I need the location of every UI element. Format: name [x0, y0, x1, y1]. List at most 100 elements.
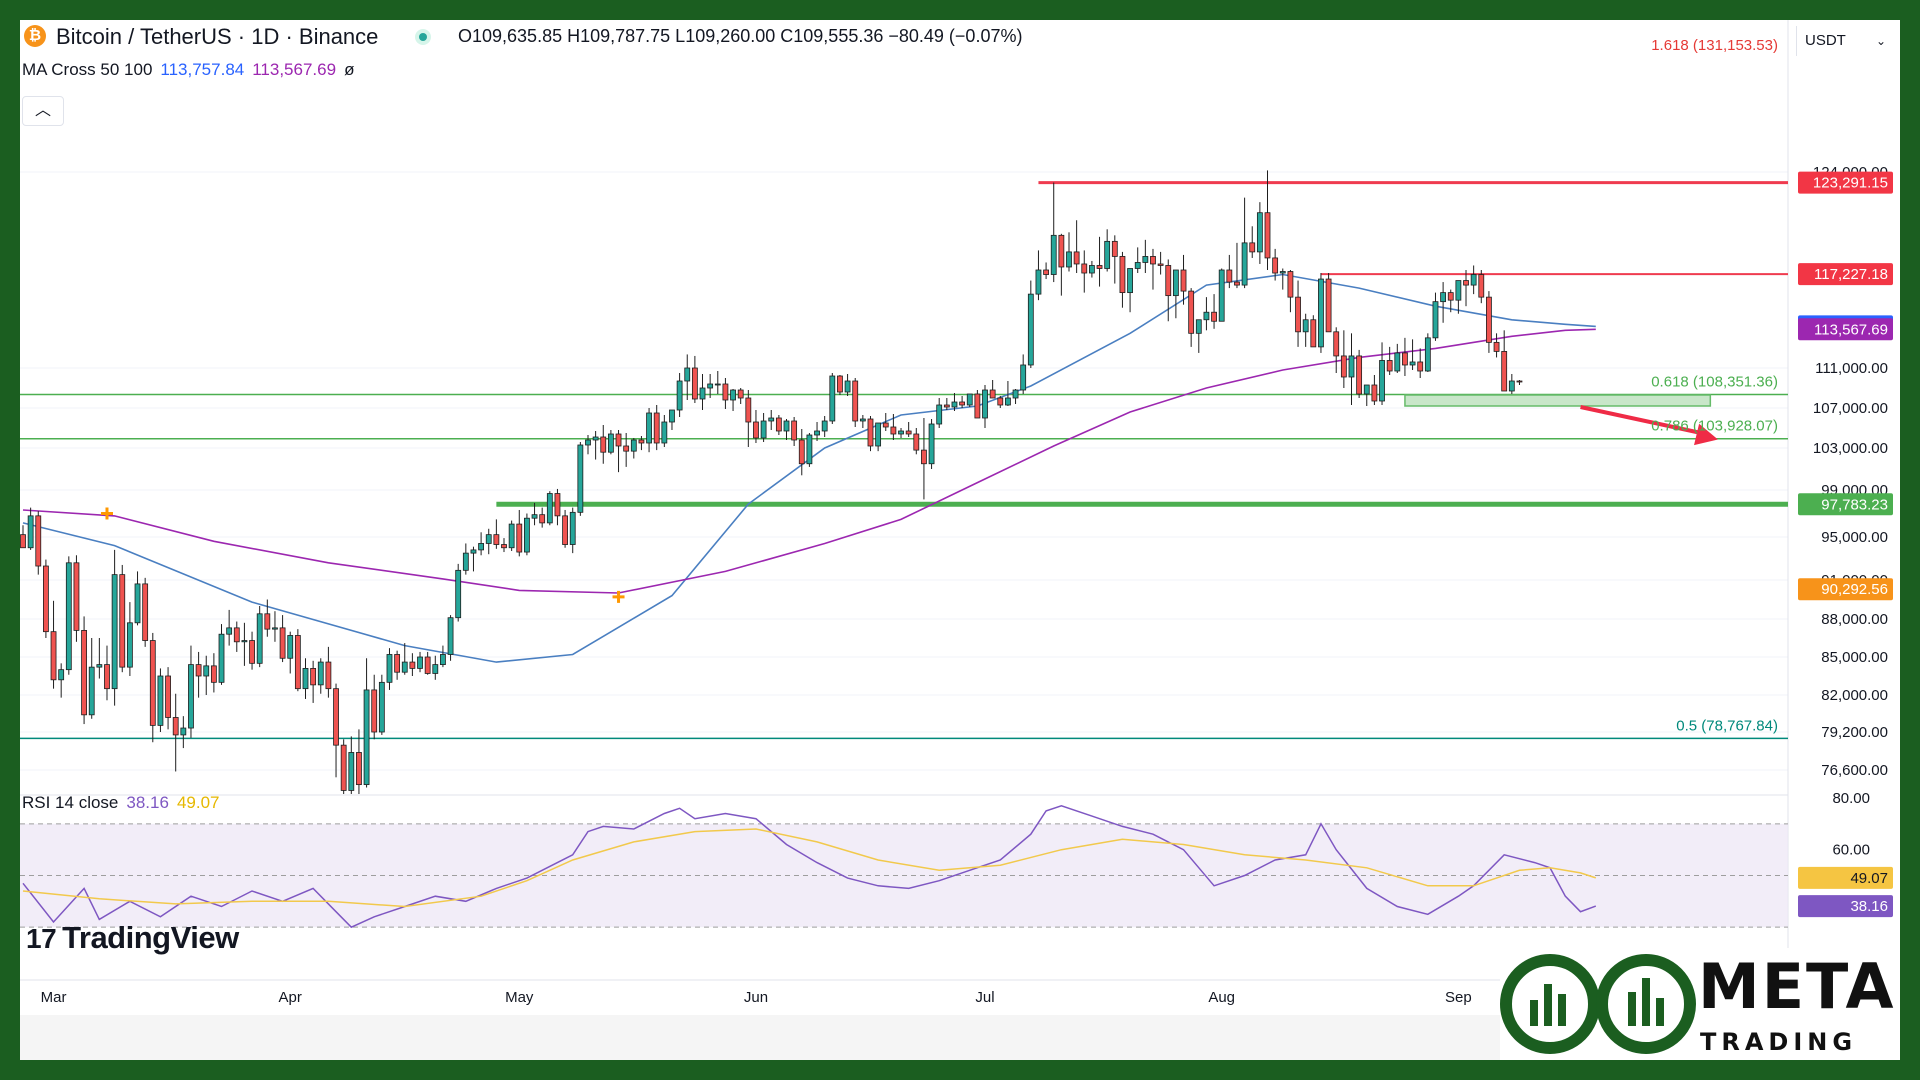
candle-body: [287, 635, 294, 659]
candle: [272, 611, 278, 642]
candle-body: [356, 752, 362, 786]
candle: [1172, 269, 1179, 319]
ma100-value: 113,567.69: [252, 60, 337, 79]
candle-body: [546, 493, 553, 524]
price-axis-label-bg: [1798, 263, 1893, 286]
candle-body: [1447, 292, 1454, 301]
candle: [1218, 268, 1225, 322]
candle-body: [111, 574, 118, 690]
rsi-pane[interactable]: [20, 805, 1788, 929]
candle: [1127, 268, 1133, 313]
rsi-axis-label-bg: [1798, 866, 1893, 889]
candle-body: [1463, 280, 1469, 286]
market-status-icon[interactable]: [415, 29, 431, 45]
candle: [928, 419, 935, 469]
candle-body: [417, 656, 423, 669]
candle: [1066, 232, 1072, 272]
candle-body: [1241, 242, 1248, 286]
price-pane[interactable]: [20, 58, 1788, 801]
candle: [1150, 248, 1156, 290]
candle-body: [1371, 384, 1378, 402]
time-tick-label: Mar: [41, 989, 67, 1006]
price-axis-label-text: 123,291.15: [1813, 175, 1888, 192]
candle-body: [691, 367, 698, 400]
candle: [524, 513, 530, 556]
candle-body: [1142, 256, 1149, 263]
price-tick-label: 85,000.00: [1821, 649, 1888, 666]
candle: [646, 408, 652, 453]
candle: [653, 405, 660, 451]
candle: [798, 429, 805, 476]
candle: [386, 648, 393, 690]
candle: [852, 378, 859, 427]
candle: [1424, 333, 1431, 372]
candle-body: [1195, 319, 1202, 334]
candle: [1371, 375, 1378, 405]
ma-line: [22, 273, 1596, 663]
candle-body: [745, 397, 752, 423]
rsi-series-line: [22, 805, 1597, 929]
candle: [1470, 265, 1477, 295]
projection-arrow-shaft: [1580, 405, 1709, 437]
symbol-title[interactable]: Bitcoin / TetherUS · 1D · Binance: [56, 24, 379, 49]
currency-select[interactable]: USDT ⌄: [1796, 26, 1896, 56]
candle-body: [989, 389, 996, 399]
candle-body: [188, 664, 194, 729]
candle: [989, 380, 996, 399]
candle: [1356, 349, 1363, 398]
candle-body: [921, 449, 927, 465]
price-axis-label-bg: [1798, 578, 1893, 601]
candle-body: [760, 420, 767, 439]
candle-body: [394, 654, 401, 673]
candle: [264, 599, 271, 637]
candle: [997, 396, 1004, 408]
collapse-legend-button[interactable]: ︿: [22, 96, 64, 126]
candle: [1386, 346, 1393, 375]
candle-body: [1050, 234, 1057, 275]
candle-body: [1150, 256, 1156, 265]
bitcoin-icon: ₿: [24, 25, 46, 47]
candle-body: [1218, 269, 1225, 322]
candle: [1340, 330, 1347, 388]
candle-body: [508, 523, 515, 549]
ma-cross-legend[interactable]: MA Cross 50 100 113,757.84 113,567.69 ø: [22, 60, 354, 80]
candle-body: [1325, 278, 1332, 333]
candle-body: [226, 627, 233, 635]
candle-body: [798, 439, 805, 465]
candle: [1417, 348, 1424, 378]
candle-body: [104, 664, 110, 690]
candle: [501, 538, 507, 553]
candle: [966, 393, 973, 407]
candle-body: [1203, 311, 1210, 321]
candle-body: [264, 613, 271, 630]
candle-body: [142, 583, 149, 641]
candle-body: [1096, 265, 1103, 269]
candle-body: [1379, 360, 1385, 402]
rsi-axis-label-text: 49.07: [1850, 870, 1888, 887]
candle: [371, 674, 378, 740]
candle: [837, 375, 843, 395]
candle: [1165, 259, 1172, 322]
candle: [951, 393, 958, 411]
candle-body: [1493, 341, 1500, 352]
candle-body: [317, 661, 324, 686]
candle: [1027, 280, 1034, 368]
candle-body: [1516, 380, 1523, 383]
price-axis-label-bg: [1798, 493, 1893, 516]
candle-body: [653, 412, 660, 444]
tradingview-logo-icon: 17: [26, 923, 57, 954]
candle-body: [20, 534, 26, 549]
candle: [279, 615, 286, 663]
candle: [43, 559, 49, 638]
candle-body: [630, 439, 637, 452]
candle: [356, 729, 362, 794]
candle: [440, 645, 446, 668]
candle: [409, 653, 416, 676]
candle: [760, 413, 767, 442]
projection-arrow-head: [1694, 423, 1718, 446]
chart-svg[interactable]: 76,600.00 79,200.00 82,000.00 85,000.00 88,0…: [20, 20, 1900, 1060]
candle: [1012, 389, 1019, 404]
rsi-legend[interactable]: RSI 14 close 38.16 49.07: [22, 793, 219, 813]
candle-body: [890, 426, 897, 435]
rsi-axis-label: 49.07: [1798, 866, 1893, 889]
